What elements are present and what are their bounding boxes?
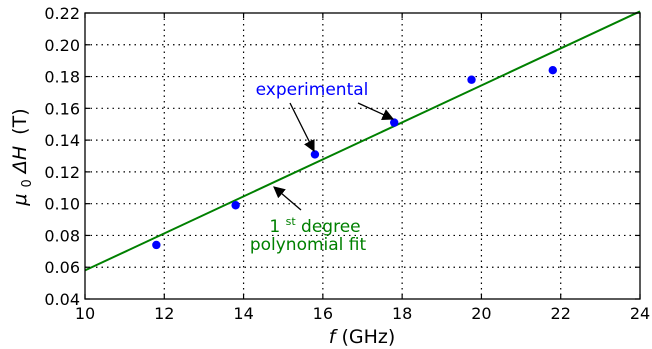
annotation-fit-line1: 1 st degree [269, 210, 360, 237]
data-layer [84, 10, 641, 272]
annotation-fit-arrow [273, 186, 302, 211]
data-point [231, 201, 240, 210]
x-axis-symbol: f [329, 326, 339, 348]
x-tick-label: 10 [75, 304, 95, 323]
y-tick-label: 0.04 [44, 290, 80, 309]
annotation-fit-word: degree [301, 217, 361, 237]
y-tick-label: 0.20 [44, 36, 80, 55]
x-tick-label: 22 [551, 304, 571, 323]
y-axis-label: μ 0 ΔH (T) [9, 108, 36, 206]
x-tick-label: 14 [233, 304, 253, 323]
data-point [310, 150, 320, 159]
x-axis-label: f (GHz) [329, 326, 396, 348]
x-tick-label: 24 [630, 304, 650, 323]
y-tick-label: 0.18 [44, 68, 80, 87]
annotation-fit-sup: st [286, 215, 297, 228]
y-axis-symbol-mu: μ [9, 194, 31, 207]
axis-ticks [84, 12, 641, 300]
y-axis-unit: (T) [9, 108, 31, 134]
y-tick-label: 0.08 [44, 226, 80, 245]
data-point [548, 66, 557, 75]
x-tick-label: 12 [154, 304, 174, 323]
fit-line [84, 10, 641, 272]
annotation-experimental-text: experimental [256, 80, 369, 100]
y-tick-labels: 0.04 0.06 0.08 0.10 0.12 0.14 0.16 0.18 0.20 0.22 [44, 4, 80, 309]
x-tick-labels: 10 12 14 16 18 20 22 24 [75, 304, 650, 323]
annotation-fit: 1 st degree polynomial fit [250, 186, 367, 255]
y-tick-label: 0.22 [44, 4, 80, 23]
x-tick-label: 16 [313, 304, 333, 323]
grid-lines [85, 13, 640, 299]
x-axis-unit: (GHz) [341, 326, 395, 348]
annotation-experimental-arrow-1 [289, 102, 315, 153]
data-point [152, 240, 161, 250]
y-axis-symbol-sub: 0 [20, 179, 35, 187]
annotation-experimental: experimental [256, 80, 395, 153]
data-point [390, 118, 399, 127]
y-tick-label: 0.10 [44, 195, 80, 214]
y-tick-label: 0.16 [44, 99, 80, 118]
annotation-experimental-arrow-2 [357, 102, 395, 120]
y-tick-label: 0.06 [44, 258, 80, 277]
y-tick-label: 0.14 [44, 131, 80, 150]
annotation-fit-line2: polynomial fit [250, 235, 367, 255]
x-tick-label: 18 [392, 304, 412, 323]
data-point [467, 75, 476, 84]
plot-frame [84, 12, 641, 300]
y-axis-symbol-rest: ΔH [9, 146, 31, 175]
annotation-fit-num: 1 [269, 217, 280, 237]
y-tick-label: 0.12 [44, 163, 80, 182]
x-tick-label: 20 [471, 304, 491, 323]
